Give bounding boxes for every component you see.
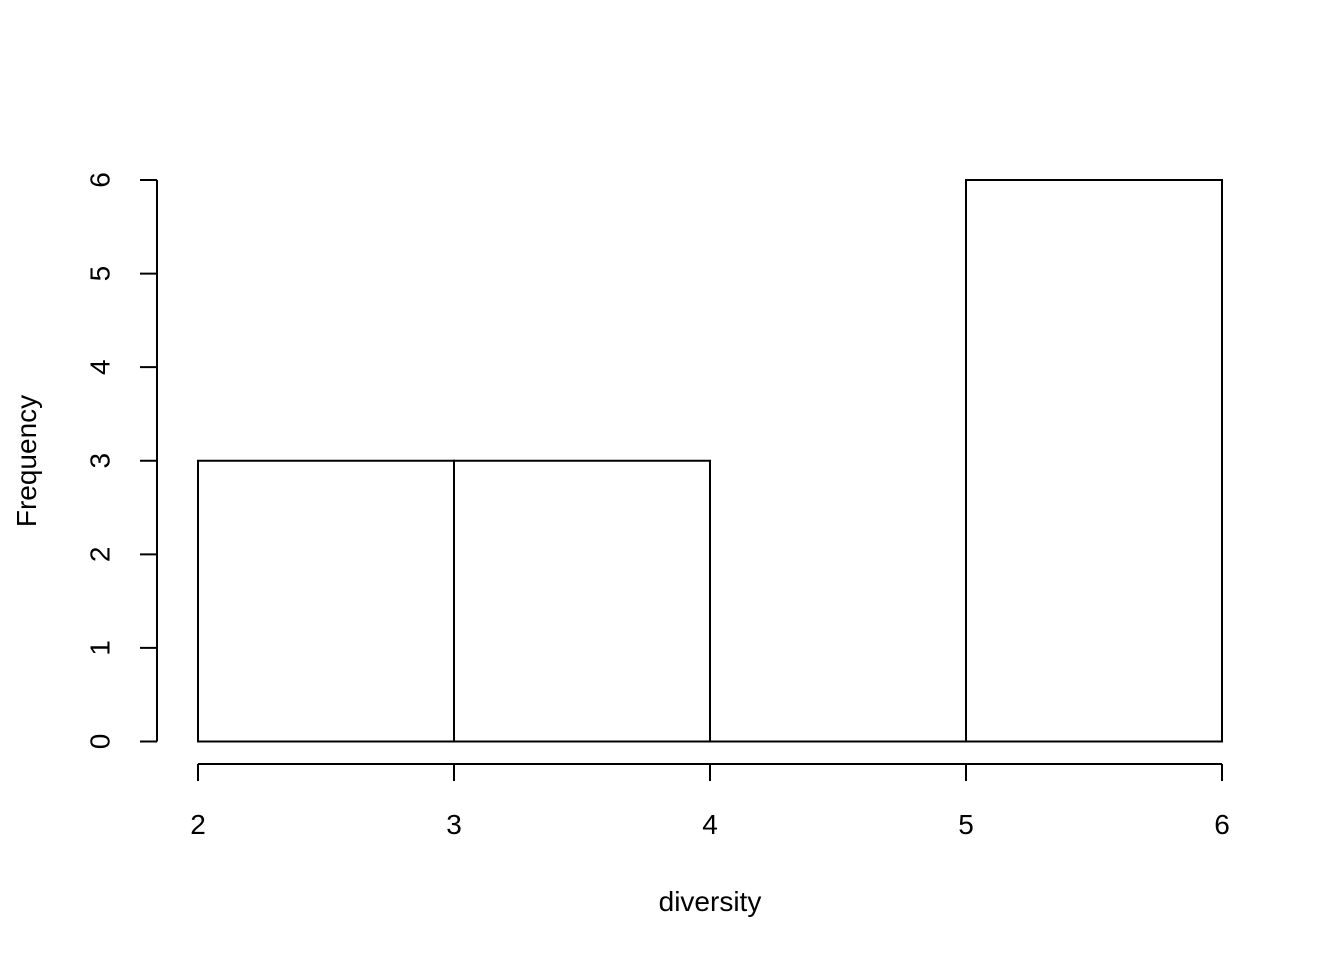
histogram-bar-4 <box>965 179 1223 743</box>
x-axis-label: diversity <box>659 886 762 917</box>
y-tick-label-4: 4 <box>85 359 116 375</box>
x-axis: 2 3 4 5 6 <box>190 763 1230 840</box>
x-tick-label-3: 3 <box>446 809 462 840</box>
y-axis: 0 1 2 3 4 5 6 <box>85 172 158 749</box>
x-tick-label-2: 2 <box>190 809 206 840</box>
x-tick-label-5: 5 <box>958 809 974 840</box>
y-tick-label-1: 1 <box>85 640 116 656</box>
y-tick-label-6: 6 <box>85 172 116 188</box>
histogram-bar-2 <box>453 459 711 743</box>
x-tick-label-4: 4 <box>702 809 718 840</box>
histogram-bars <box>197 179 1223 743</box>
y-axis-label: Frequency <box>11 395 42 527</box>
y-tick-label-0: 0 <box>85 734 116 750</box>
x-tick-label-6: 6 <box>1214 809 1230 840</box>
histogram-bar-1 <box>197 459 455 743</box>
y-tick-label-3: 3 <box>85 453 116 469</box>
y-tick-label-5: 5 <box>85 266 116 282</box>
y-tick-label-2: 2 <box>85 547 116 563</box>
